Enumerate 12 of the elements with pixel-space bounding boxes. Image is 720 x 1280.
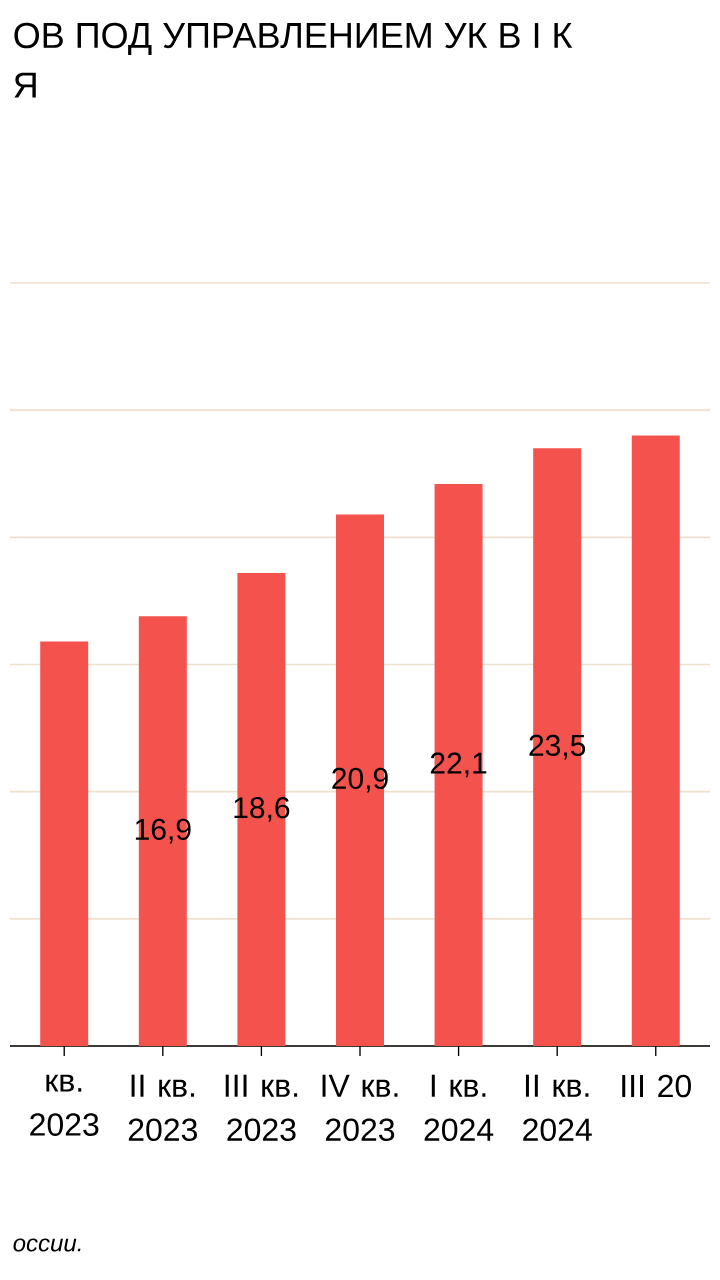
chart-subtitle: Я — [14, 72, 36, 98]
chart-title: ОВ ПОД УПРАВЛЕНИЕМ УК В I К — [14, 22, 573, 56]
text: оссии. — [13, 1238, 81, 1252]
bar — [631, 435, 680, 1046]
x-tick-label: III кв. 2023 — [225, 1074, 298, 1142]
x-tick-label: IV кв. 2023 — [322, 1074, 398, 1142]
x-tick-label: III 20 — [622, 1074, 691, 1098]
x-tick-label: II кв. 2024 — [523, 1074, 592, 1142]
x-tick-label: I кв. 2024 — [424, 1074, 494, 1142]
x-tick-label: кв. 2023 — [30, 1074, 99, 1136]
x-tick-label: II кв. 2023 — [128, 1074, 197, 1142]
bar — [40, 641, 89, 1046]
